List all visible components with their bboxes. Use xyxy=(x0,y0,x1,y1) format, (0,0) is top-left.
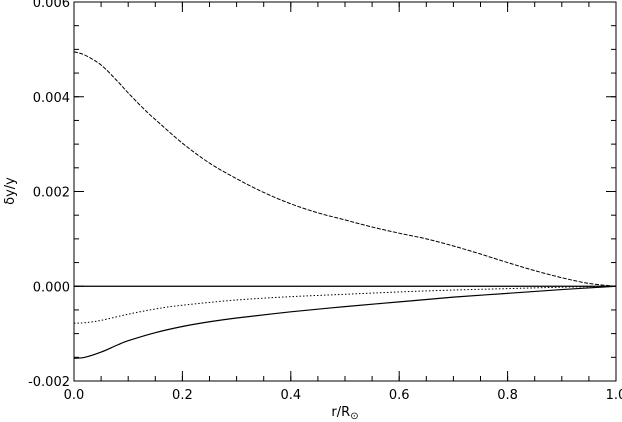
x-axis-label: r/R⊙ xyxy=(331,405,358,422)
y-tick-label: 0.006 xyxy=(33,0,70,11)
axis-ticks xyxy=(73,1,617,382)
x-tick-label: 0.8 xyxy=(497,388,518,403)
y-tick-label: 0.002 xyxy=(33,186,70,201)
series-layer xyxy=(73,51,617,359)
x-axis-label-subscript: ⊙ xyxy=(350,411,358,422)
y-axis-label: δy/y xyxy=(3,177,18,205)
x-tick-label: 0.4 xyxy=(280,388,301,403)
x-tick-label: 0.2 xyxy=(172,388,193,403)
x-tick-label: 0.6 xyxy=(389,388,410,403)
x-tick-label: 0.0 xyxy=(64,388,85,403)
y-tick-label: -0.002 xyxy=(28,375,70,390)
series-line-dashed-0 xyxy=(73,51,617,287)
series-line-dotted-2 xyxy=(73,285,617,324)
y-tick-label: 0.004 xyxy=(33,91,70,106)
y-tick-label: 0.000 xyxy=(33,280,70,295)
axis-tick-labels: 0.0 0.2 0.4 0.6 0.8 1.0 -0.002 0.000 0.002 0.004 0… xyxy=(28,0,622,403)
x-tick-label: 1.0 xyxy=(606,388,622,403)
plot-frame xyxy=(73,1,617,382)
series-line-solid-3 xyxy=(73,285,617,359)
